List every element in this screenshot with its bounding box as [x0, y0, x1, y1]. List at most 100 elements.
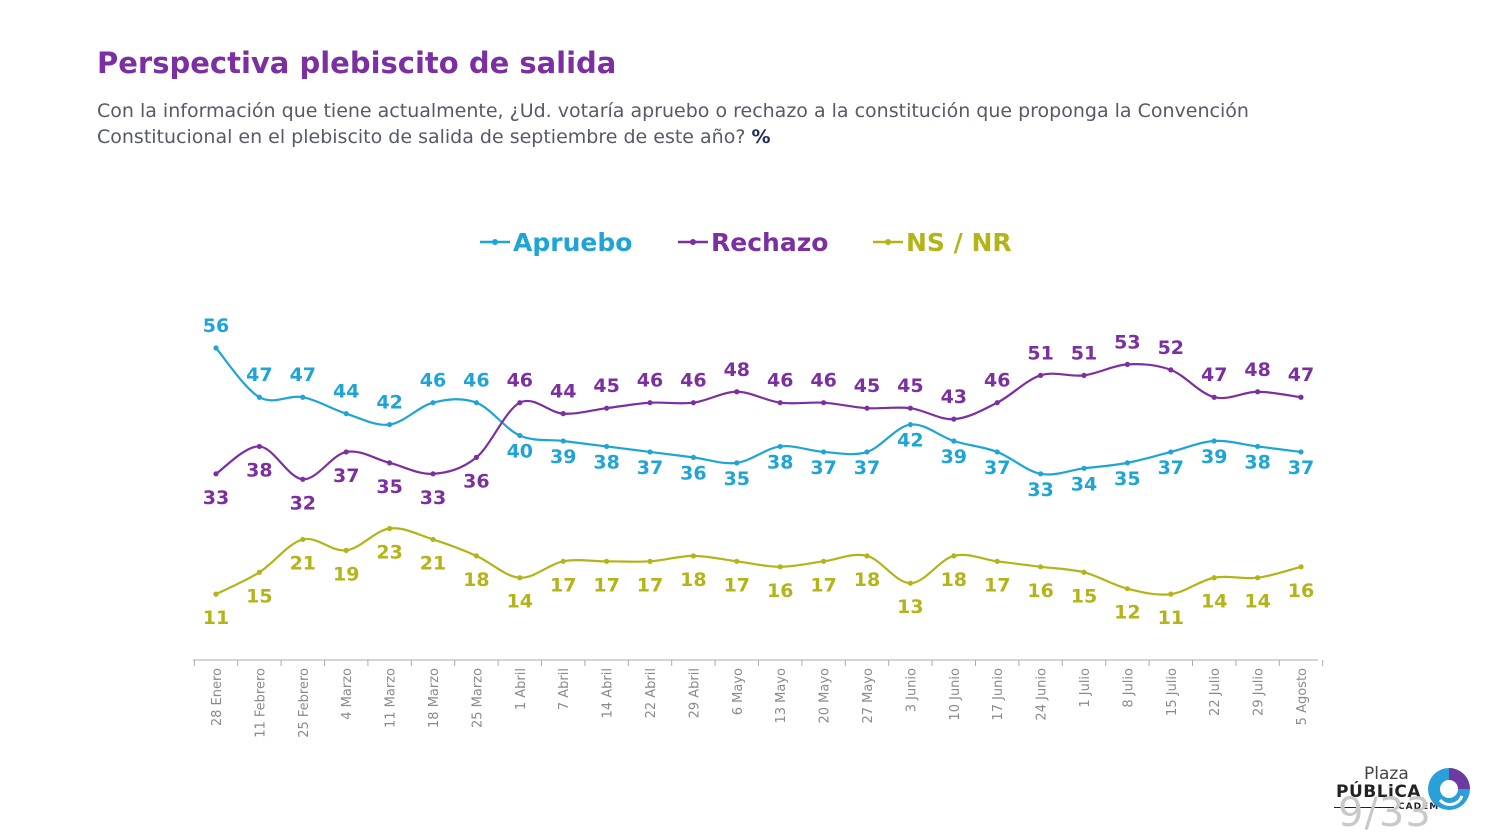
- data-point: [1124, 460, 1130, 466]
- data-point: [213, 471, 219, 477]
- data-label: 17: [550, 574, 576, 596]
- data-point: [907, 580, 914, 586]
- plaza-publica-cadem-logo: Plaza PÚBLiCA CADEM: [1334, 764, 1484, 834]
- data-label: 37: [854, 457, 880, 479]
- x-tick-label: 17 Junio: [991, 668, 1006, 721]
- data-point: [300, 536, 306, 543]
- data-label: 46: [810, 370, 836, 392]
- data-label: 13: [897, 596, 923, 618]
- data-point: [777, 443, 783, 450]
- x-tick-label: 7 Abril: [557, 668, 572, 710]
- data-label: 33: [203, 487, 229, 509]
- data-label: 51: [1071, 342, 1097, 364]
- x-tick-label: 24 Junio: [1035, 668, 1050, 721]
- data-point: [430, 536, 436, 543]
- logo-text-cadem: CADEM: [1398, 802, 1440, 812]
- data-point: [734, 389, 740, 395]
- data-point: [1168, 449, 1174, 455]
- data-point: [473, 553, 479, 559]
- data-label: 17: [593, 574, 619, 596]
- data-point: [430, 400, 436, 406]
- data-point: [473, 400, 479, 406]
- data-label: 44: [550, 381, 576, 403]
- data-point: [343, 411, 349, 417]
- x-tick-label: 22 Abril: [644, 668, 659, 718]
- data-point: [864, 553, 870, 559]
- x-tick-label: 29 Abril: [687, 668, 702, 718]
- data-point: [1081, 569, 1087, 575]
- logo-swirl-icon: [1428, 768, 1470, 810]
- data-label: 46: [680, 370, 706, 392]
- data-label: 38: [767, 451, 793, 473]
- data-label: 39: [550, 446, 576, 468]
- data-point: [213, 345, 219, 351]
- data-label: 37: [1288, 457, 1314, 479]
- data-label: 45: [593, 375, 619, 397]
- data-label: 37: [810, 457, 836, 479]
- data-label: 45: [854, 375, 880, 397]
- data-label: 47: [290, 364, 316, 386]
- data-label: 38: [1244, 451, 1270, 473]
- series-line: [215, 363, 1302, 481]
- data-label: 17: [724, 574, 750, 596]
- data-point: [864, 405, 870, 411]
- x-tick-label: 11 Febrero: [253, 668, 268, 738]
- x-tick-label: 11 Marzo: [384, 668, 399, 728]
- data-point: [343, 449, 349, 455]
- data-label: 32: [290, 492, 316, 514]
- data-point: [604, 405, 610, 411]
- data-label: 37: [333, 465, 359, 487]
- data-label: 37: [637, 457, 663, 479]
- data-label: 19: [333, 563, 359, 585]
- x-tick-label: 3 Junio: [904, 668, 919, 712]
- data-label: 35: [724, 468, 750, 490]
- data-label: 46: [420, 370, 446, 392]
- data-label: 16: [1027, 580, 1053, 602]
- data-label: 47: [1288, 364, 1314, 386]
- data-point: [1038, 471, 1044, 477]
- data-label: 48: [1244, 359, 1270, 381]
- data-point: [821, 449, 827, 455]
- data-label: 46: [463, 370, 489, 392]
- data-label: 39: [941, 446, 967, 468]
- data-label: 33: [420, 487, 446, 509]
- x-tick-label: 15 Julio: [1165, 668, 1180, 716]
- data-point: [1255, 575, 1261, 581]
- data-point: [821, 400, 827, 406]
- legend-label: Rechazo: [711, 228, 828, 257]
- data-label: 18: [680, 569, 706, 591]
- data-label: 21: [290, 552, 316, 574]
- data-label: 53: [1114, 331, 1140, 353]
- data-point: [387, 460, 393, 466]
- data-point: [256, 569, 262, 575]
- data-point: [430, 471, 436, 477]
- data-label: 44: [333, 381, 359, 403]
- data-label: 11: [203, 607, 229, 629]
- data-point: [864, 449, 870, 455]
- x-tick-label: 25 Marzo: [470, 668, 485, 728]
- data-point: [994, 558, 1000, 564]
- data-point: [560, 438, 566, 444]
- data-point: [734, 558, 740, 564]
- legend-label: NS / NR: [906, 228, 1012, 257]
- data-label: 35: [376, 476, 402, 498]
- data-label: 56: [203, 315, 229, 337]
- data-point: [907, 405, 914, 411]
- data-point: [1081, 465, 1087, 471]
- data-label: 37: [1158, 457, 1184, 479]
- data-label: 17: [637, 574, 663, 596]
- data-point: [517, 432, 523, 439]
- data-point: [1298, 394, 1304, 400]
- data-label: 48: [724, 359, 750, 381]
- data-label: 42: [897, 430, 923, 452]
- x-tick-label: 13 Mayo: [774, 668, 789, 724]
- data-point: [1298, 564, 1304, 570]
- data-point: [517, 575, 523, 581]
- data-point: [777, 564, 783, 570]
- x-tick-label: 5 Agosto: [1295, 668, 1310, 725]
- data-point: [1168, 367, 1174, 373]
- data-point: [343, 547, 349, 553]
- data-point: [517, 400, 523, 406]
- data-point: [604, 443, 610, 450]
- data-label: 14: [1201, 591, 1227, 613]
